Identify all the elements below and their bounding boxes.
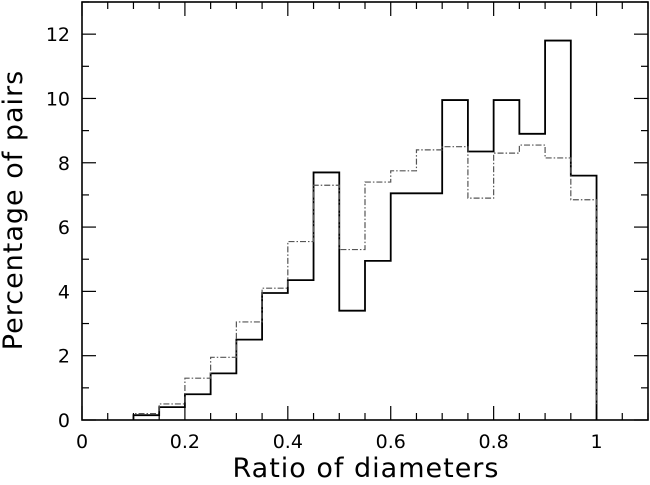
y-tick-label: 0	[58, 410, 70, 432]
histogram-bin	[314, 185, 340, 420]
y-axis-title: Percentage of pairs	[0, 70, 29, 350]
histogram-bin	[211, 357, 237, 420]
x-tick-label: 0.4	[273, 431, 303, 453]
x-axis-tick-labels: 0 0.2 0.4 0.6 0.8 1	[76, 431, 603, 453]
y-tick-label: 10	[46, 88, 70, 110]
histogram-bin	[468, 198, 494, 420]
x-tick-label: 1	[590, 431, 602, 453]
histogram-bin	[262, 288, 288, 420]
histogram-series-dash-dot	[132, 144, 598, 420]
histogram-outline	[132, 144, 598, 420]
histogram-bin	[185, 378, 211, 420]
histogram-bin	[288, 242, 314, 420]
histogram-bin	[339, 250, 365, 420]
y-tick-label: 4	[58, 281, 70, 303]
histogram-bin	[519, 145, 545, 420]
x-tick-label: 0	[76, 431, 88, 453]
histogram-bin	[545, 158, 571, 420]
histogram-outline	[132, 39, 598, 420]
x-tick-label: 0.6	[376, 431, 406, 453]
histogram-bin	[236, 322, 262, 420]
histogram-bin	[365, 182, 391, 420]
histogram-bin	[391, 171, 417, 420]
y-tick-label: 8	[58, 153, 70, 175]
y-tick-label: 12	[46, 24, 70, 46]
y-tick-label: 6	[58, 217, 70, 239]
plot-series	[132, 39, 598, 420]
y-axis-tick-labels: 0 2 4 6 8 10 12	[46, 24, 70, 432]
x-axis-ticks	[81, 2, 649, 420]
x-axis-title: Ratio of diameters	[233, 453, 500, 484]
histogram-bin	[133, 414, 159, 420]
histogram-bin	[416, 150, 442, 420]
y-axis-ticks	[82, 1, 648, 421]
y-tick-label: 2	[58, 346, 70, 368]
x-tick-label: 0.8	[479, 431, 509, 453]
histogram-bin	[442, 147, 468, 420]
histogram-series-solid	[132, 39, 598, 420]
histogram-bin	[571, 200, 597, 420]
histogram-bin	[159, 404, 185, 420]
x-tick-label: 0.2	[170, 431, 200, 453]
histogram-bin	[494, 153, 520, 420]
